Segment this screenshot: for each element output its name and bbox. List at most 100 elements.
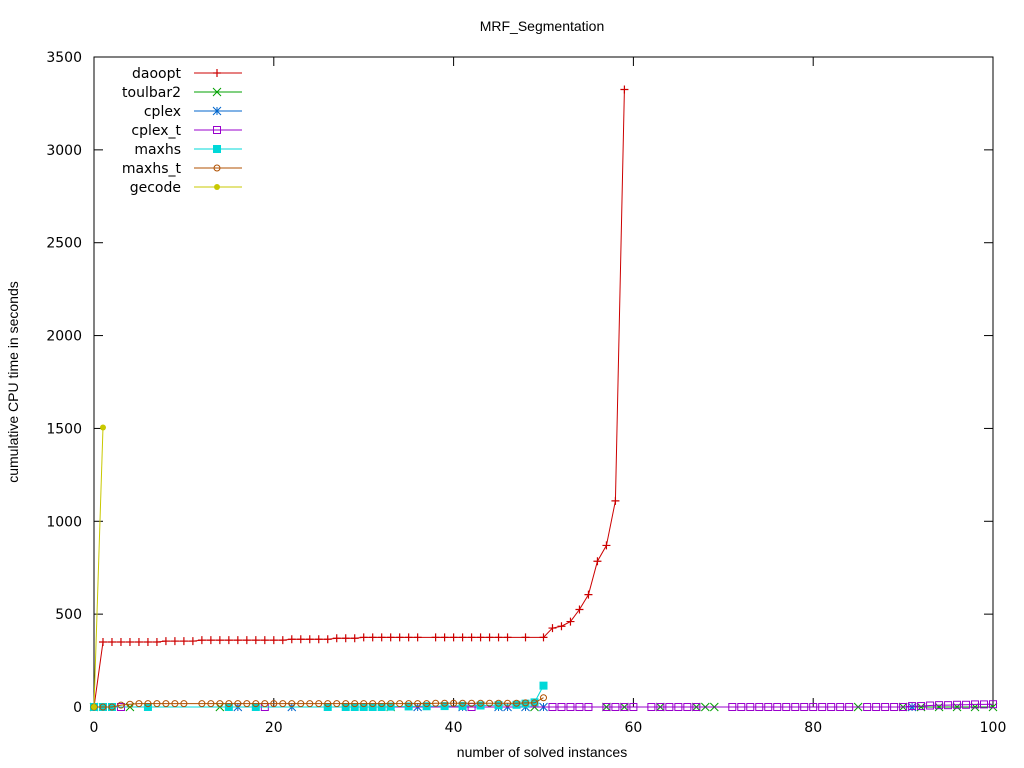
data-point-maxhs_t (531, 699, 539, 707)
data-point-daoopt (188, 637, 197, 646)
y-tick-label: 2500 (46, 236, 82, 252)
data-point-maxhs_t (297, 700, 305, 708)
data-point-daoopt (467, 633, 476, 642)
data-point-maxhs_t (513, 699, 521, 707)
data-point-cplex_t (800, 703, 809, 711)
legend-marker-daoopt (213, 69, 221, 77)
data-point-daoopt (548, 624, 557, 633)
data-point-maxhs (476, 701, 485, 710)
data-point-daoopt (305, 635, 314, 644)
data-point-daoopt (611, 496, 620, 505)
data-point-cplex_t (773, 703, 782, 711)
data-point-cplex_t (548, 703, 557, 711)
data-point-maxhs_t (504, 699, 512, 707)
data-point-daoopt (503, 633, 512, 642)
x-axis-label: number of solved instances (456, 744, 628, 760)
data-point-daoopt (539, 633, 548, 642)
data-point-cplex_t (827, 703, 836, 711)
data-point-cplex_t (953, 700, 962, 709)
data-point-maxhs_t (432, 699, 440, 707)
data-point-cplex_t (890, 703, 899, 711)
data-point-daoopt (269, 636, 278, 645)
data-point-maxhs_t (441, 699, 449, 707)
data-point-cplex_t (944, 701, 953, 710)
data-point-maxhs_t (477, 699, 485, 707)
legend-label-maxhs_t: maxhs_t (122, 161, 182, 177)
data-point-daoopt (566, 617, 575, 626)
data-point-daoopt (413, 633, 422, 642)
data-point-cplex_t (872, 703, 881, 711)
data-point-daoopt (179, 637, 188, 646)
data-point-cplex_t (935, 701, 944, 710)
data-point-daoopt (242, 636, 251, 645)
data-point-daoopt (440, 633, 449, 642)
data-point-daoopt (431, 633, 440, 642)
data-point-daoopt (620, 85, 629, 94)
y-tick-label: 3000 (46, 143, 82, 159)
data-point-maxhs (521, 699, 530, 708)
data-point-maxhs_t (333, 700, 341, 708)
data-point-maxhs_t (387, 700, 395, 708)
data-point-maxhs (539, 681, 548, 690)
x-tick-label: 20 (265, 720, 283, 736)
series-line-maxhs_t (94, 697, 544, 708)
data-point-cplex_t (926, 701, 935, 710)
legend-marker-cplex_t (213, 126, 221, 134)
x-tick-label: 100 (980, 720, 1007, 736)
data-point-maxhs_t (342, 700, 350, 708)
data-point-maxhs (512, 700, 521, 709)
legend-label-toulbar2: toulbar2 (122, 85, 181, 101)
data-point-gecode (99, 424, 106, 431)
data-point-cplex_t (809, 703, 818, 711)
data-point-daoopt (602, 541, 611, 550)
data-point-daoopt (359, 633, 368, 642)
legend-marker-gecode (214, 184, 220, 190)
legend-marker-toulbar2 (212, 87, 222, 97)
x-tick-label: 40 (445, 720, 463, 736)
data-point-cplex_t (836, 703, 845, 711)
data-point-maxhs_t (180, 700, 188, 708)
data-point-maxhs_t (279, 700, 287, 708)
y-tick-label: 500 (55, 607, 82, 623)
data-point-daoopt (350, 634, 359, 643)
data-point-daoopt (314, 635, 323, 644)
data-point-maxhs_t (108, 703, 116, 711)
data-point-cplex_t (692, 703, 701, 711)
series-line-gecode (93, 427, 104, 708)
data-point-cplex_t (908, 702, 917, 711)
data-point-cplex_t (845, 703, 854, 711)
data-point-cplex (907, 702, 917, 712)
data-point-cplex_t (620, 703, 629, 711)
data-point-maxhs_t (396, 700, 404, 708)
data-point-maxhs_t (486, 699, 494, 707)
data-point-daoopt (98, 638, 107, 646)
y-tick-label: 0 (73, 700, 82, 716)
data-point-maxhs_t (99, 703, 107, 711)
data-point-daoopt (215, 636, 224, 645)
x-tick-label: 80 (804, 720, 822, 736)
data-point-cplex_t (674, 703, 683, 711)
data-point-cplex_t (611, 703, 620, 711)
data-point-cplex_t (917, 702, 926, 711)
data-point-daoopt (593, 557, 602, 566)
data-point-maxhs_t (378, 700, 386, 708)
data-point-maxhs_t (261, 700, 269, 708)
data-point-daoopt (278, 636, 287, 645)
data-point-daoopt (107, 638, 116, 646)
data-point-maxhs_t (360, 700, 368, 708)
data-point-maxhs (494, 701, 503, 710)
legend-marker-cplex (212, 106, 222, 116)
data-point-maxhs_t (306, 700, 314, 708)
data-point-daoopt (170, 637, 179, 646)
legend-marker-maxhs_t (213, 164, 221, 172)
data-point-cplex_t (683, 703, 692, 711)
data-point-maxhs_t (522, 699, 530, 707)
data-point-maxhs_t (468, 699, 476, 707)
data-point-cplex_t (980, 700, 989, 709)
data-point-maxhs_t (315, 700, 323, 708)
data-point-cplex_t (584, 703, 593, 711)
data-point-daoopt (197, 636, 206, 645)
data-point-gecode (91, 704, 97, 710)
data-point-daoopt (476, 633, 485, 642)
data-point-daoopt (125, 638, 134, 646)
